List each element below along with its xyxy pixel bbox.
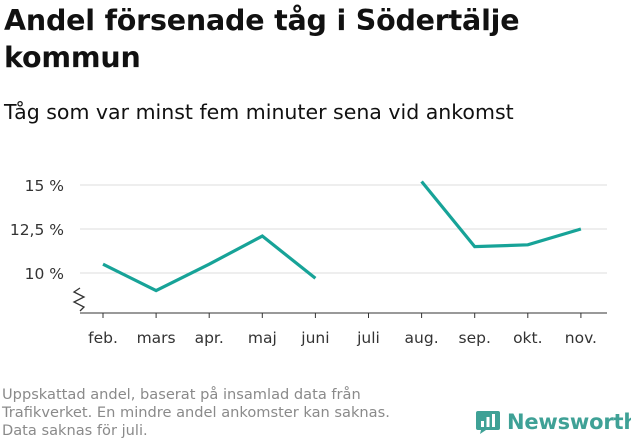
newsworthy-logo: Newsworthy xyxy=(475,405,631,439)
brand-name: Newsworthy xyxy=(507,410,631,434)
x-tick-label: sep. xyxy=(459,329,491,347)
footnote-line: Data saknas för juli. xyxy=(2,422,148,439)
x-axis xyxy=(72,287,607,318)
x-tick-label: okt. xyxy=(513,329,542,347)
footnote-line: Trafikverket. En mindre andel ankomster … xyxy=(2,404,390,421)
x-tick-label: juli xyxy=(356,329,380,347)
line-chart: 10 % 12,5 % 15 % feb. mars apr. maj juni juli au… xyxy=(10,177,607,347)
x-tick-label: nov. xyxy=(565,329,597,347)
series-line xyxy=(420,180,582,249)
footnote-line: Uppskattad andel, baserat på insamlad da… xyxy=(2,386,361,403)
newsworthy-chart-icon xyxy=(476,411,500,434)
chart-title: Andel försenade tåg i Södertälje kommun xyxy=(4,4,520,74)
x-tick-label: maj xyxy=(248,329,277,347)
series-lines xyxy=(102,180,582,293)
x-tick-labels: feb. mars apr. maj juni juli aug. sep. okt. nov. xyxy=(88,329,597,347)
series-line xyxy=(102,234,317,293)
gridlines xyxy=(80,184,607,274)
axis-break-icon xyxy=(72,287,86,312)
chart-subtitle: Tåg som var minst fem minuter sena vid a… xyxy=(4,100,514,124)
x-tick-label: aug. xyxy=(405,329,439,347)
y-tick-label: 15 % xyxy=(25,177,64,195)
x-tick-label: mars xyxy=(137,329,176,347)
x-tick-label: feb. xyxy=(88,329,118,347)
y-tick-labels: 10 % 12,5 % 15 % xyxy=(10,177,64,283)
x-tick-label: apr. xyxy=(195,329,224,347)
footnote: Uppskattad andel, baserat på insamlad da… xyxy=(2,386,442,440)
y-tick-label: 10 % xyxy=(25,265,64,283)
x-tick-label: juni xyxy=(300,329,329,347)
y-tick-label: 12,5 % xyxy=(10,221,64,239)
